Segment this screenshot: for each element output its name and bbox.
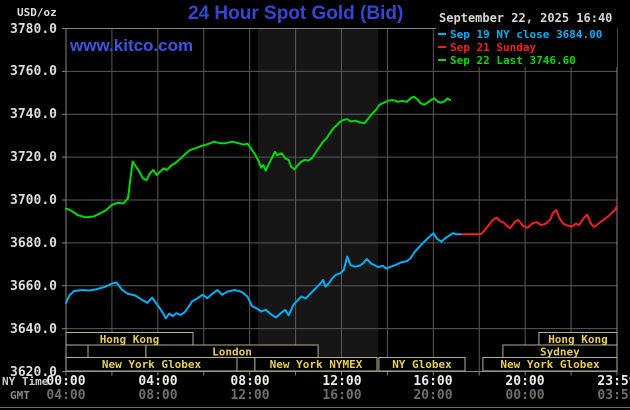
session-label: London (212, 346, 252, 359)
x-tick-label-gmt: 16:00 (322, 388, 362, 403)
x-axis-row-label-ny: NY Time (2, 375, 49, 388)
y-tick-label: 3780.0 (10, 22, 57, 37)
legend-item-sep19: Sep 19 NY close 3684.00 (436, 28, 617, 41)
x-tick-label-ny: 08:00 (230, 374, 270, 389)
kitco-watermark-link[interactable]: www.kitco.com (70, 36, 194, 55)
y-tick-label: 3620.0 (10, 365, 57, 380)
session-box (378, 357, 466, 372)
legend-label: Sep 19 NY close 3684.00 (450, 28, 603, 41)
y-tick-label: 3760.0 (10, 64, 57, 79)
x-tick-label-gmt: 08:00 (138, 388, 178, 403)
session-label: NY Globex (392, 358, 452, 371)
x-tick-label-ny: 12:00 (322, 374, 362, 389)
x-tick-label-gmt: 04:00 (46, 388, 86, 403)
y-tick-label: 3640.0 (10, 322, 57, 337)
x-tick-label-gmt: 12:00 (230, 388, 270, 403)
session-box (482, 357, 618, 372)
x-tick-label-ny: 23:59 (597, 374, 630, 389)
session-label: Hong Kong (548, 333, 608, 346)
x-axis-row-label-gmt: GMT (10, 389, 30, 402)
chart-legend: Sep 19 NY close 3684.00 Sep 21 Sunday Se… (436, 28, 617, 67)
y-tick-label: 3740.0 (10, 107, 57, 122)
page-title: 24 Hour Spot Gold (Bid) (188, 3, 404, 24)
x-tick-label-ny: 04:00 (138, 374, 178, 389)
session-box (87, 344, 147, 358)
x-tick-label-gmt: 20:00 (413, 388, 453, 403)
date-timestamp: September 22, 2025 16:40 (439, 11, 613, 25)
session-label: New York NYMEX (270, 358, 363, 371)
legend-item-sep22: Sep 22 Last 3746.60 (436, 54, 617, 67)
legend-marker-icon (438, 46, 446, 48)
legend-item-sep21: Sep 21 Sunday (436, 41, 617, 54)
session-box (65, 344, 89, 358)
series-line-sep21 (461, 205, 618, 236)
x-tick-label-ny: 00:00 (46, 374, 86, 389)
session-box (236, 357, 256, 372)
x-tick-label-gmt: 03:59 (597, 388, 630, 403)
y-tick-label: 3660.0 (10, 279, 57, 294)
bottom-divider (0, 407, 630, 408)
session-label: Sydney (540, 346, 580, 359)
legend-label: Sep 21 Sunday (450, 41, 537, 54)
series-line-sep19 (65, 232, 463, 320)
series-line-sep22 (65, 95, 452, 219)
x-tick-label-gmt: 00:00 (505, 388, 545, 403)
legend-marker-icon (438, 33, 446, 35)
x-tick-label-ny: 20:00 (505, 374, 545, 389)
session-label: New York Globex (102, 358, 202, 371)
legend-label: Sep 22 Last 3746.60 (450, 54, 576, 67)
session-label: New York Globex (500, 358, 600, 371)
x-tick-label-ny: 16:00 (413, 374, 453, 389)
session-label: Hong Kong (100, 333, 160, 346)
y-tick-label: 3680.0 (10, 236, 57, 251)
y-tick-label: 3700.0 (10, 193, 57, 208)
session-box (254, 357, 378, 372)
unit-label: USD/oz (17, 6, 57, 19)
legend-marker-icon (438, 59, 446, 61)
y-tick-label: 3720.0 (10, 150, 57, 165)
